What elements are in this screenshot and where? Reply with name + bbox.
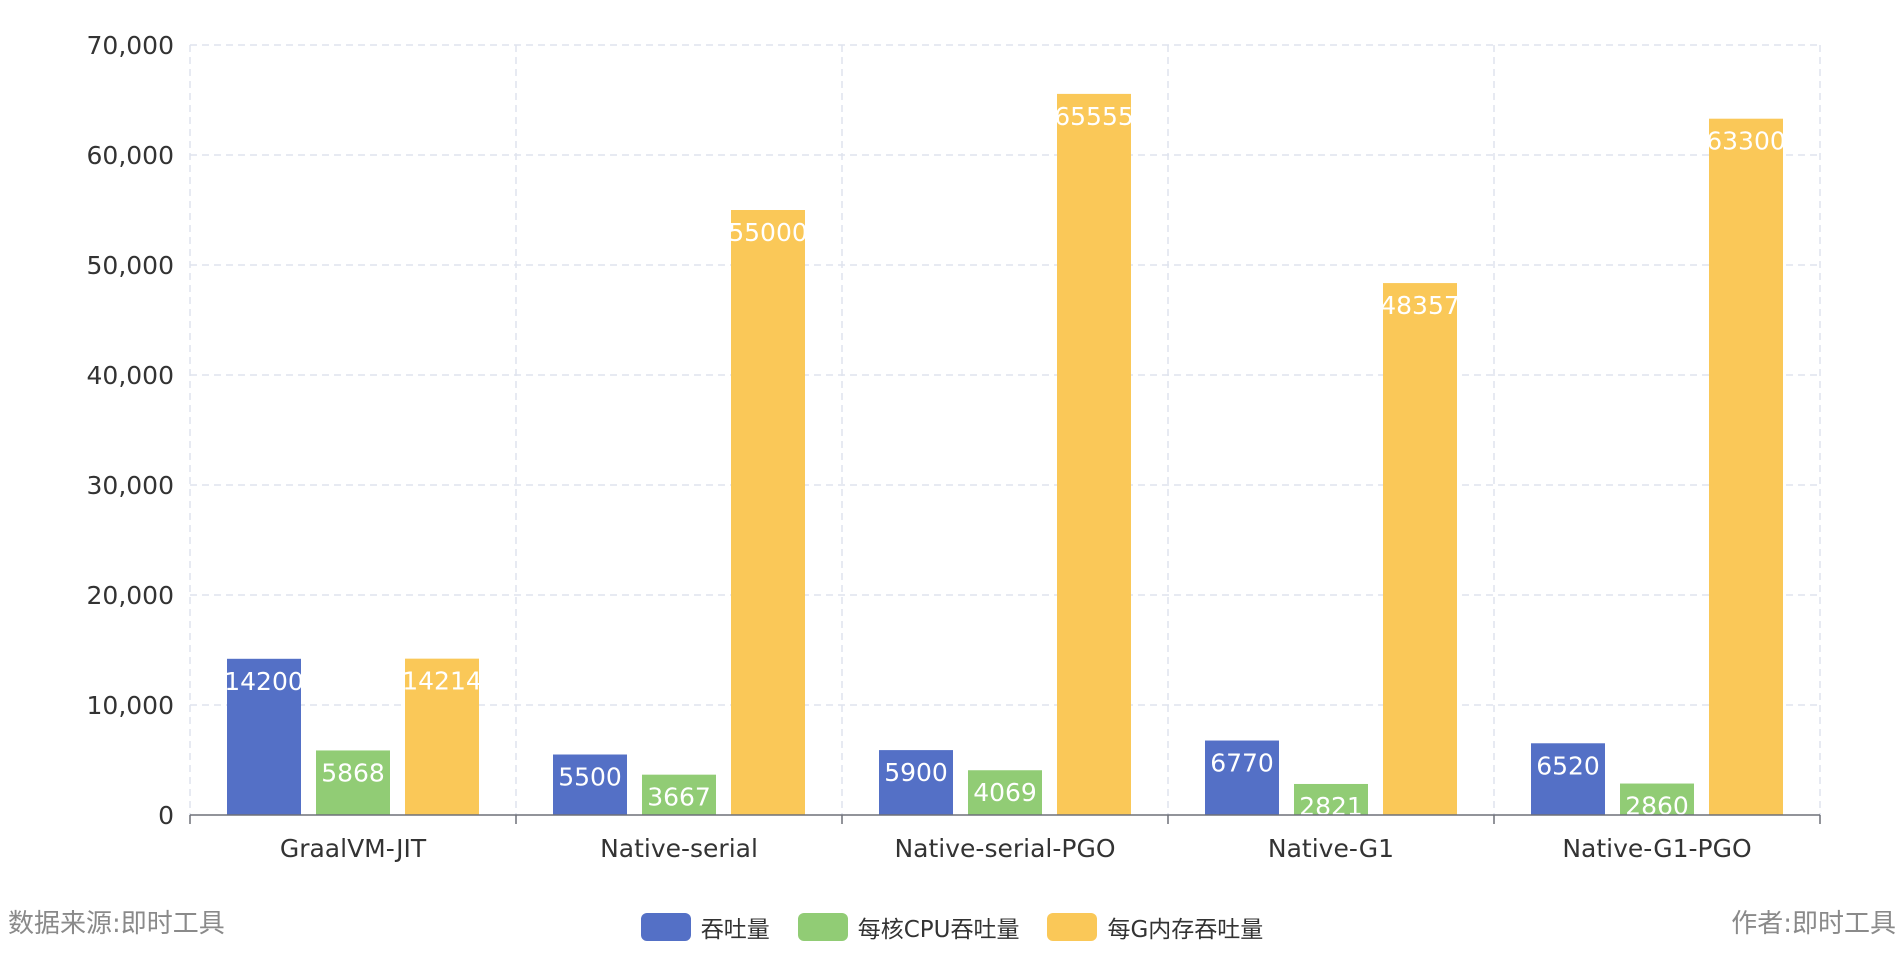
- legend-item-per-core-cpu[interactable]: 每核CPU吞吐量: [797, 910, 1020, 944]
- bar-data-label: 55000: [728, 218, 808, 247]
- bar: [731, 210, 805, 815]
- legend-label-throughput: 吞吐量: [700, 917, 770, 943]
- x-tick-label: Native-G1: [1268, 834, 1394, 863]
- bar-data-label: 6520: [1536, 751, 1600, 780]
- bar: [1531, 743, 1605, 815]
- x-tick-label: Native-serial-PGO: [894, 834, 1115, 863]
- bar-data-label: 5900: [884, 758, 948, 787]
- bar: [316, 750, 390, 815]
- legend-label-per-gb-memory: 每G内存吞吐量: [1107, 917, 1264, 943]
- y-tick-label: 30,000: [87, 471, 174, 500]
- y-tick-label: 70,000: [87, 31, 174, 60]
- bar-data-label: 65555: [1054, 102, 1134, 131]
- bar-data-label: 48357: [1380, 291, 1460, 320]
- bar: [227, 658, 301, 815]
- bar: [1057, 93, 1131, 815]
- author-note: 作者:即时工具: [1731, 909, 1896, 939]
- legend-label-per-core-cpu: 每核CPU吞吐量: [857, 917, 1020, 943]
- bar: [553, 754, 627, 815]
- bar-data-label: 3667: [647, 783, 711, 812]
- bar: [1383, 283, 1457, 815]
- legend-item-throughput[interactable]: 吞吐量: [640, 910, 770, 944]
- bar: [1709, 118, 1783, 815]
- y-tick-label: 50,000: [87, 251, 174, 280]
- x-tick-label: Native-serial: [600, 834, 758, 863]
- bar-data-label: 5868: [321, 758, 385, 787]
- data-source-note: 数据来源:即时工具: [8, 909, 225, 939]
- x-tick-label: GraalVM-JIT: [280, 834, 427, 863]
- bar-data-label: 14200: [224, 667, 304, 696]
- bar: [879, 750, 953, 815]
- legend-swatch-throughput: [640, 913, 691, 941]
- y-tick-label: 0: [158, 801, 174, 830]
- legend-swatch-per-core-cpu: [797, 913, 848, 941]
- y-tick-label: 60,000: [87, 141, 174, 170]
- bar: [1205, 740, 1279, 815]
- bar-data-label: 5500: [558, 763, 622, 792]
- bar: [968, 770, 1042, 815]
- bar-data-label: 2860: [1625, 792, 1689, 821]
- x-tick-label: Native-G1-PGO: [1562, 834, 1751, 863]
- bar: [405, 658, 479, 815]
- bar-data-label: 63300: [1706, 127, 1786, 156]
- bar-data-label: 14214: [402, 667, 482, 696]
- y-tick-label: 20,000: [87, 581, 174, 610]
- y-tick-label: 40,000: [87, 361, 174, 390]
- y-tick-label: 10,000: [87, 691, 174, 720]
- bar: [1620, 783, 1694, 815]
- legend-item-per-gb-memory[interactable]: 每G内存吞吐量: [1047, 910, 1263, 944]
- chart-legend: 吞吐量 每核CPU吞吐量 每G内存吞吐量: [0, 910, 1904, 944]
- bar-data-label: 6770: [1210, 749, 1274, 778]
- legend-swatch-per-gb-memory: [1047, 913, 1098, 941]
- bar: [1294, 783, 1368, 815]
- bar-data-label: 4069: [973, 778, 1037, 807]
- bar: [642, 774, 716, 815]
- bar-data-label: 2821: [1299, 792, 1363, 821]
